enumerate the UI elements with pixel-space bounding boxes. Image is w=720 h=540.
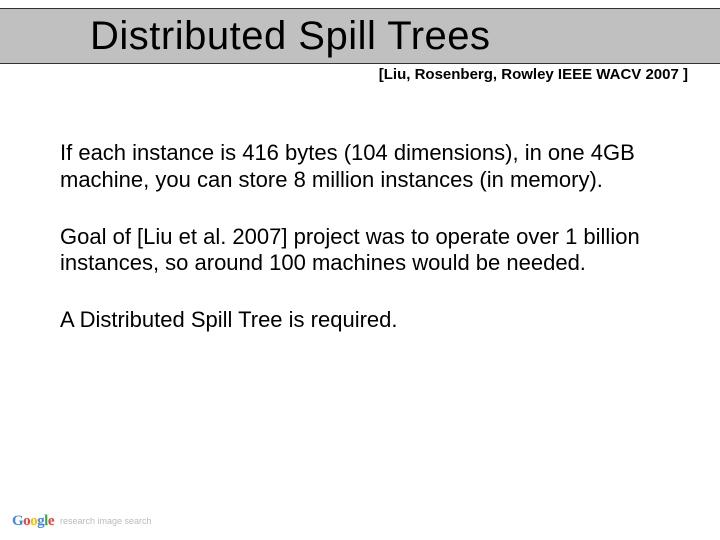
- footer-logo: Google research image search: [12, 513, 152, 530]
- footer-subtext: research image search: [60, 517, 152, 526]
- google-logo-icon: Google: [12, 513, 54, 530]
- slide-title: Distributed Spill Trees: [90, 14, 491, 59]
- paragraph-3: A Distributed Spill Tree is required.: [60, 307, 665, 334]
- paragraph-2: Goal of [Liu et al. 2007] project was to…: [60, 224, 665, 278]
- citation-text: [Liu, Rosenberg, Rowley IEEE WACV 2007 ]: [379, 66, 688, 83]
- body-text: If each instance is 416 bytes (104 dimen…: [60, 140, 665, 364]
- paragraph-1: If each instance is 416 bytes (104 dimen…: [60, 140, 665, 194]
- slide: Distributed Spill Trees [Liu, Rosenberg,…: [0, 0, 720, 540]
- title-band: Distributed Spill Trees: [0, 8, 720, 64]
